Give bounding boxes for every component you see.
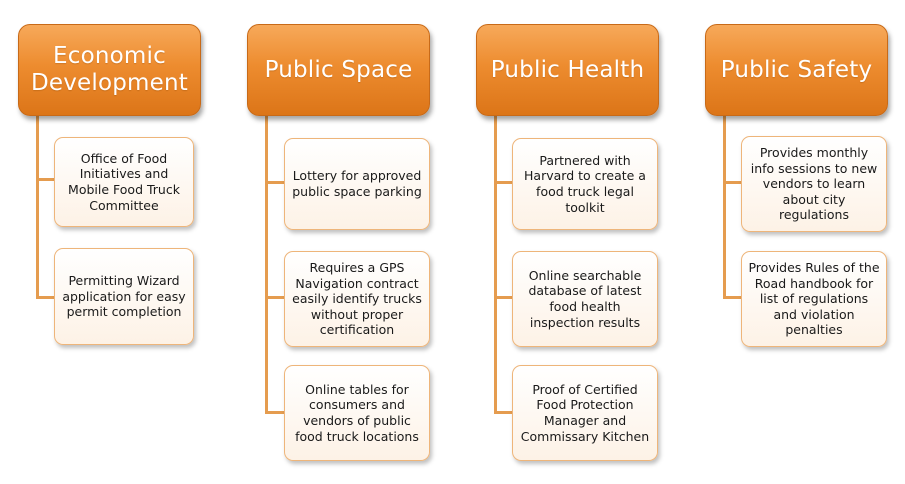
public-health-item-3: Proof of Certified Food Protection Manag… xyxy=(512,365,658,461)
connector-branch xyxy=(265,411,284,414)
public-safety-item-2: Provides Rules of the Road handbook for … xyxy=(741,251,887,347)
connector-vertical xyxy=(494,116,497,414)
public-safety-header: Public Safety xyxy=(705,24,888,116)
connector-branch xyxy=(494,181,512,184)
public-health-item-2: Online searchable database of latest foo… xyxy=(512,251,658,347)
connector-branch xyxy=(723,296,741,299)
public-space-item-3: Online tables for consumers and vendors … xyxy=(284,365,430,461)
public-health-header: Public Health xyxy=(476,24,659,116)
economic-development-header: Economic Development xyxy=(18,24,201,116)
connector-branch xyxy=(265,296,284,299)
connector-vertical xyxy=(36,116,39,298)
economic-development-item-1: Office of Food Initiatives and Mobile Fo… xyxy=(54,137,194,227)
public-health-item-1: Partnered with Harvard to create a food … xyxy=(512,138,658,230)
connector-vertical xyxy=(265,116,268,414)
public-space-item-2: Requires a GPS Navigation contract easil… xyxy=(284,251,430,347)
connector-branch xyxy=(36,178,54,181)
connector-branch xyxy=(494,411,512,414)
connector-vertical xyxy=(723,116,726,299)
connector-branch xyxy=(265,181,284,184)
connector-branch xyxy=(494,296,512,299)
public-space-item-1: Lottery for approved public space parkin… xyxy=(284,138,430,230)
economic-development-item-2: Permitting Wizard application for easy p… xyxy=(54,248,194,345)
connector-branch xyxy=(36,296,54,299)
connector-branch xyxy=(723,181,741,184)
public-safety-item-1: Provides monthly info sessions to new ve… xyxy=(741,136,887,232)
public-space-header: Public Space xyxy=(247,24,430,116)
